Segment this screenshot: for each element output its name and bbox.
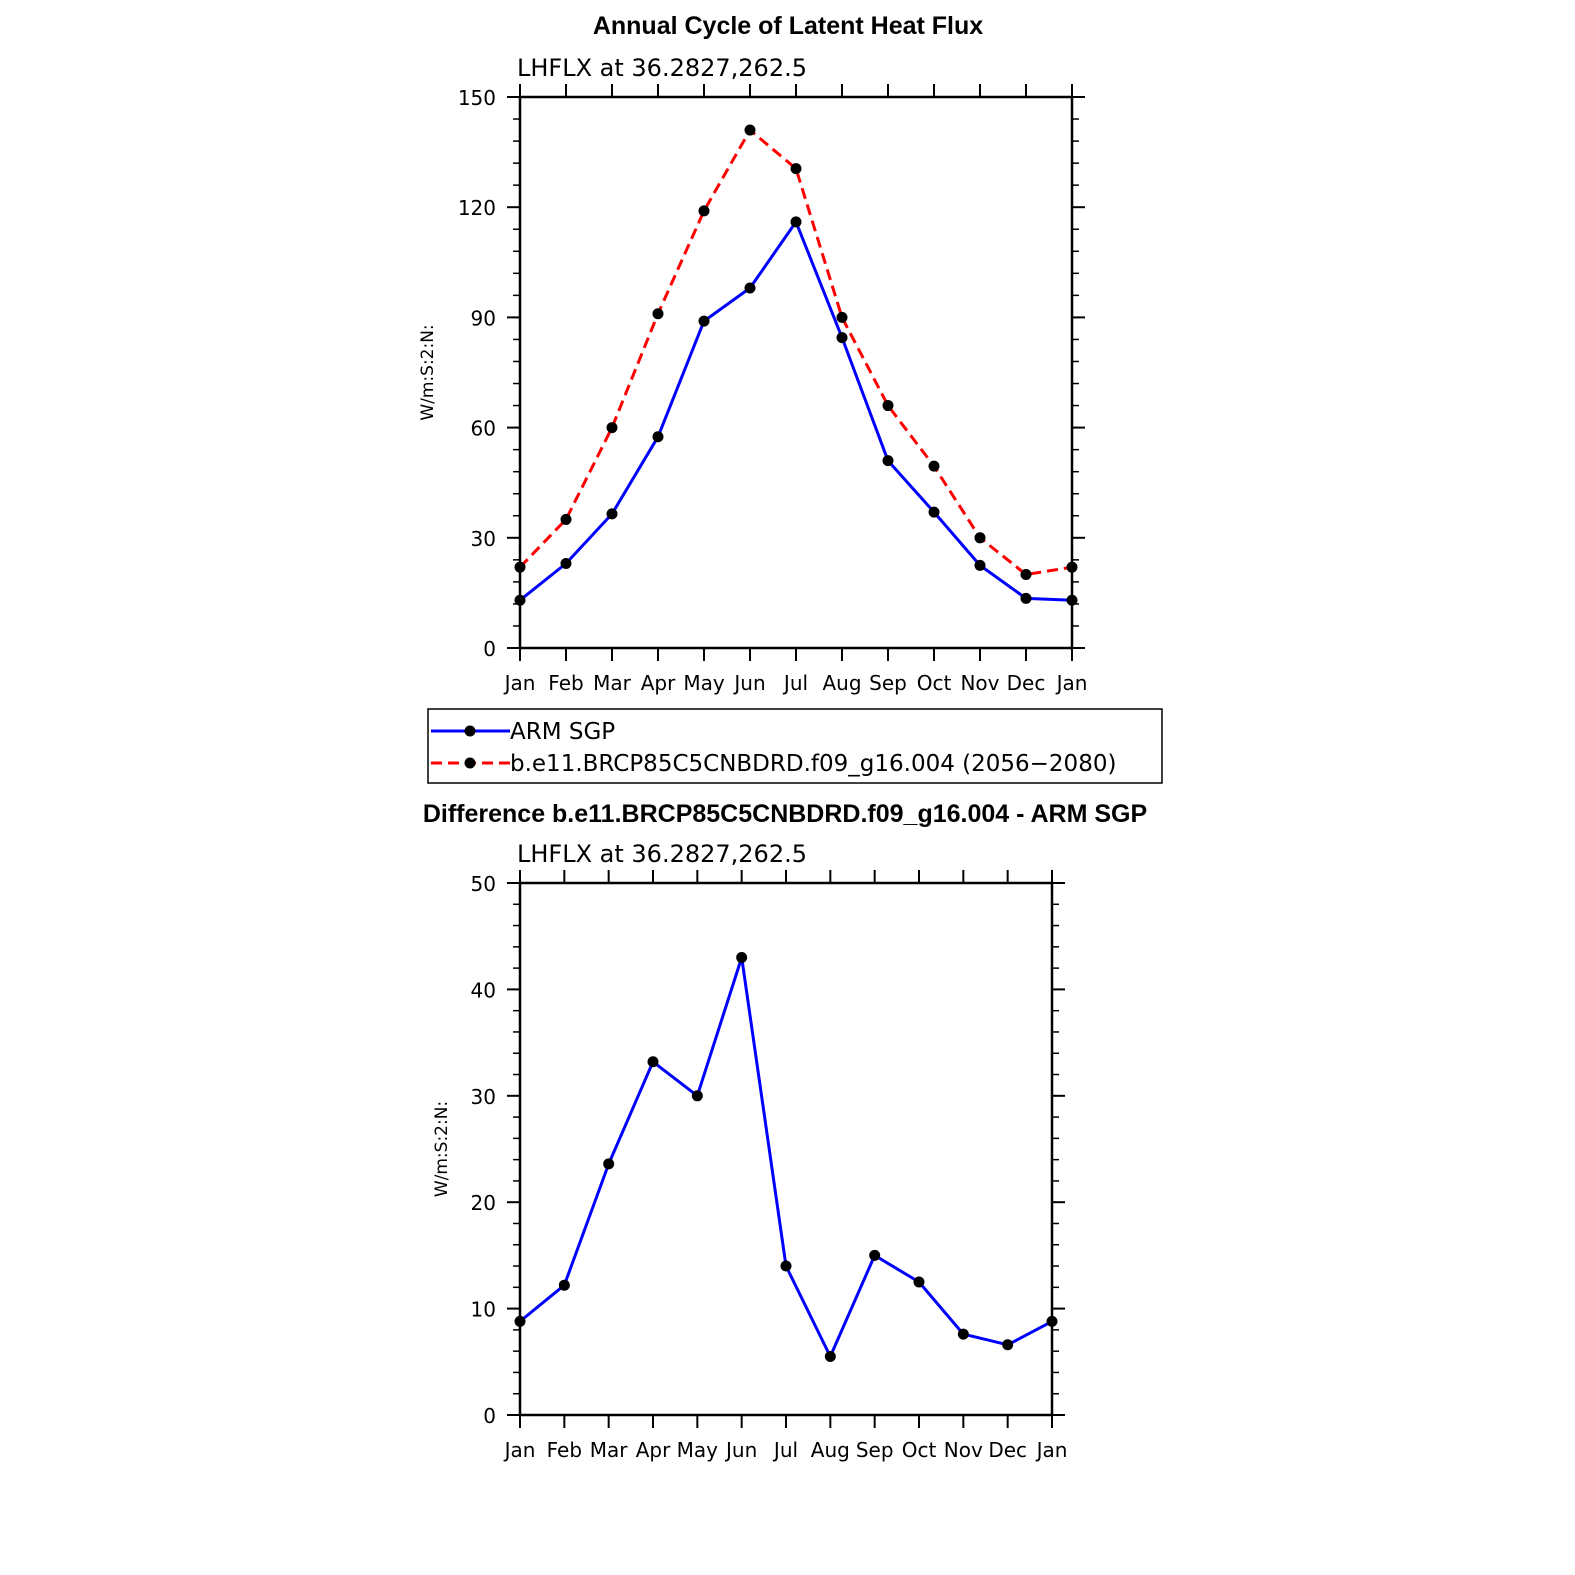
- data-point: [882, 455, 894, 467]
- data-point: [1066, 594, 1078, 606]
- y-tick-label: 120: [458, 196, 496, 220]
- data-point: [836, 311, 848, 323]
- legend-label-obs: ARM SGP: [510, 719, 615, 745]
- x-tick-label: Sep: [869, 671, 907, 695]
- y-tick-label: 10: [471, 1298, 496, 1322]
- diff-chart-subtitle: LHFLX at 36.2827,262.5: [517, 840, 807, 868]
- x-tick-label: Mar: [593, 671, 632, 695]
- data-point: [913, 1276, 925, 1288]
- data-point: [882, 400, 894, 412]
- series-line-0: [519, 220, 1073, 602]
- data-point: [790, 163, 802, 175]
- data-point: [698, 205, 710, 217]
- x-tick-label: Apr: [636, 1438, 671, 1462]
- x-tick-label: Jul: [782, 671, 808, 695]
- data-point: [736, 951, 748, 963]
- diff-chart-title: Difference b.e11.BRCP85C5CNBDRD.f09_g16.…: [423, 800, 1147, 828]
- data-point: [558, 1279, 570, 1291]
- data-point: [652, 431, 664, 443]
- x-tick-label: Jun: [732, 671, 765, 695]
- series-line-0: [519, 956, 1053, 1358]
- data-point: [974, 532, 986, 544]
- data-point: [514, 1315, 526, 1327]
- data-point: [1066, 561, 1078, 573]
- data-point: [869, 1249, 881, 1261]
- y-tick-label: 60: [471, 417, 496, 441]
- x-tick-label: Oct: [902, 1438, 937, 1462]
- x-tick-label: Aug: [822, 671, 861, 695]
- data-point: [560, 558, 572, 570]
- data-point: [744, 282, 756, 294]
- chart-title: Annual Cycle of Latent Heat Flux: [593, 12, 983, 40]
- y-axis-label: W/m:S:2:N:: [432, 1101, 452, 1197]
- y-axis-label: W/m:S:2:N:: [418, 324, 438, 420]
- y-tick-label: 0: [483, 1404, 496, 1428]
- x-tick-label: Feb: [547, 1438, 582, 1462]
- x-tick-label: Aug: [811, 1438, 850, 1462]
- y-tick-label: 30: [471, 1085, 496, 1109]
- y-tick-label: 40: [471, 978, 496, 1002]
- x-tick-label: Jul: [772, 1438, 798, 1462]
- y-tick-label: 30: [471, 527, 496, 551]
- data-point: [957, 1328, 969, 1340]
- series-line-1: [518, 128, 1073, 576]
- x-tick-label: Sep: [856, 1438, 894, 1462]
- y-tick-label: 90: [471, 306, 496, 330]
- x-tick-label: Mar: [590, 1438, 629, 1462]
- x-tick-label: Nov: [960, 671, 999, 695]
- data-point: [1020, 569, 1032, 581]
- top-chart-plot: Jan Feb Mar Apr May Jun Jul Aug Sep Oct Nov Dec Jan 0…: [418, 84, 1087, 695]
- data-point: [928, 460, 940, 472]
- legend-marker-model: [464, 757, 476, 769]
- bottom-chart-plot: Jan Feb Mar Apr May Jun Jul Aug Sep Oct Nov Dec Jan 0…: [432, 870, 1067, 1462]
- legend: ARM SGP b.e11.BRCP85C5CNBDRD.f09_g16.004…: [427, 708, 1163, 784]
- data-point: [790, 216, 802, 228]
- data-point: [824, 1350, 836, 1362]
- data-point: [744, 124, 756, 136]
- data-point: [560, 513, 572, 525]
- data-point: [1002, 1339, 1014, 1351]
- x-tick-label: Jun: [724, 1438, 757, 1462]
- data-point: [698, 315, 710, 327]
- x-tick-label: Jan: [1035, 1438, 1068, 1462]
- data-point: [514, 561, 526, 573]
- x-tick-label: Dec: [988, 1438, 1027, 1462]
- x-tick-label: Oct: [917, 671, 952, 695]
- data-point: [647, 1056, 659, 1068]
- data-point: [652, 308, 664, 320]
- data-point: [606, 508, 618, 520]
- x-tick-label: Apr: [641, 671, 676, 695]
- data-point: [1046, 1315, 1058, 1327]
- x-tick-label: May: [677, 1438, 719, 1462]
- legend-box: [427, 708, 1163, 784]
- data-point: [691, 1090, 703, 1102]
- data-point: [974, 559, 986, 571]
- data-point: [1020, 592, 1032, 604]
- data-point: [603, 1158, 615, 1170]
- legend-label-model: b.e11.BRCP85C5CNBDRD.f09_g16.004 (2056−2…: [510, 751, 1116, 777]
- x-tick-label: Jan: [1055, 671, 1088, 695]
- data-point: [836, 332, 848, 344]
- legend-marker-obs: [464, 725, 476, 737]
- data-point: [606, 422, 618, 434]
- data-point: [928, 506, 940, 518]
- y-tick-label: 20: [471, 1191, 496, 1215]
- plot-frame: [518, 95, 1074, 650]
- x-tick-label: Dec: [1007, 671, 1046, 695]
- chart-subtitle: LHFLX at 36.2827,262.5: [517, 54, 807, 82]
- x-tick-label: Jan: [503, 671, 536, 695]
- x-tick-label: Jan: [503, 1438, 536, 1462]
- x-tick-label: Feb: [548, 671, 583, 695]
- data-point: [514, 594, 526, 606]
- y-tick-label: 0: [483, 637, 496, 661]
- y-tick-label: 50: [471, 872, 496, 896]
- x-tick-label: Nov: [944, 1438, 983, 1462]
- y-tick-label: 150: [458, 86, 496, 110]
- x-tick-label: May: [683, 671, 725, 695]
- data-point: [780, 1260, 792, 1272]
